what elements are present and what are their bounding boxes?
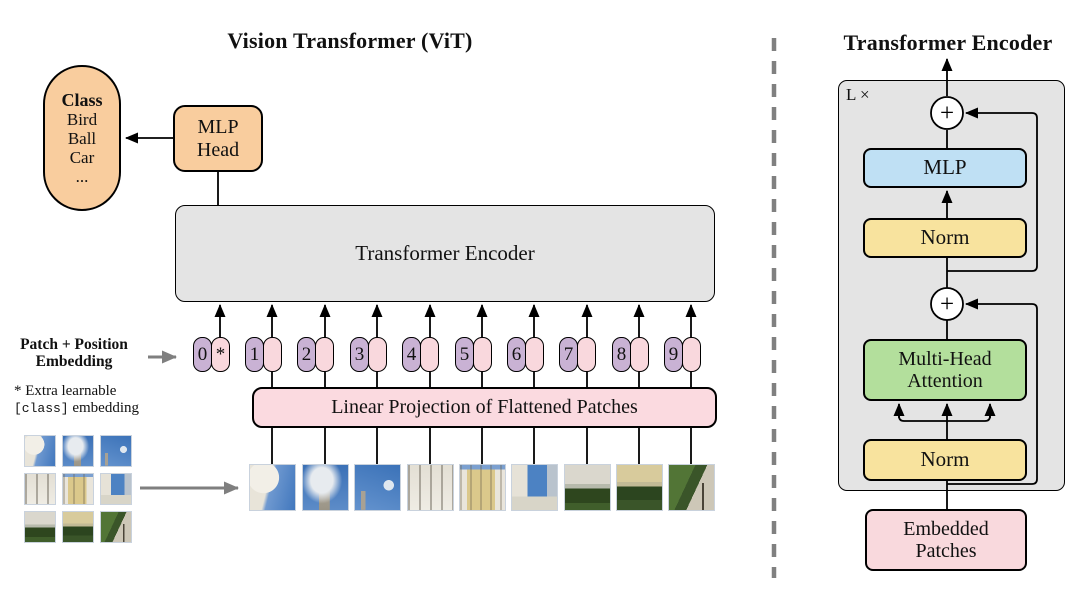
grid-patch-1 <box>24 435 56 467</box>
image-patch-9 <box>668 464 715 511</box>
patch-embedding-pill <box>420 337 439 372</box>
footnote-line2: [class] embedding <box>14 400 139 417</box>
token-pair-3: 3 <box>350 337 387 372</box>
class-item: Ball <box>67 129 97 149</box>
token-pair-2: 2 <box>297 337 334 372</box>
image-patch-7 <box>564 464 611 511</box>
image-patch-3 <box>354 464 401 511</box>
image-patch-8 <box>616 464 663 511</box>
right-panel-title: Transformer Encoder <box>843 30 1053 55</box>
mha-line2: Attention <box>907 370 983 392</box>
position-embedding-pill: 2 <box>297 337 316 372</box>
embedded-line2: Patches <box>915 540 977 562</box>
class-token-footnote: * Extra learnable [class] embedding <box>14 383 139 417</box>
linear-projection-label: Linear Projection of Flattened Patches <box>331 396 638 419</box>
mlp-block: MLP <box>863 148 1027 188</box>
class-item: ... <box>75 167 89 187</box>
position-embedding-pill: 7 <box>559 337 578 372</box>
patch-embedding-pill <box>630 337 649 372</box>
image-patch-2 <box>302 464 349 511</box>
position-embedding-pill: 5 <box>455 337 474 372</box>
position-embedding-pill: 3 <box>350 337 369 372</box>
grid-patch-9 <box>100 511 132 543</box>
norm-bottom-label: Norm <box>920 447 970 472</box>
grid-patch-3 <box>100 435 132 467</box>
class-output-pill: Class Bird Ball Car ... <box>43 65 121 211</box>
grid-patch-2 <box>62 435 94 467</box>
token-pair-6: 6 <box>507 337 544 372</box>
token-pair-8: 8 <box>612 337 649 372</box>
grid-patch-8 <box>62 511 94 543</box>
patch-embedding-pill <box>315 337 334 372</box>
encoder-detail-box <box>838 80 1065 491</box>
position-embedding-pill: 6 <box>507 337 526 372</box>
multi-head-attention-block: Multi-Head Attention <box>863 339 1027 401</box>
footnote-rest: embedding <box>68 400 140 416</box>
ppe-line1: Patch + Position <box>20 336 128 353</box>
token-pair-7: 7 <box>559 337 596 372</box>
layers-loop-label: L × <box>846 85 870 104</box>
token-pair-1: 1 <box>245 337 282 372</box>
ppe-line2: Embedding <box>35 353 113 370</box>
left-panel-title: Vision Transformer (ViT) <box>227 28 473 53</box>
grid-patch-5 <box>62 473 94 505</box>
embedded-line1: Embedded <box>903 517 989 540</box>
class-item: Bird <box>66 110 98 130</box>
grid-patch-7 <box>24 511 56 543</box>
mha-line1: Multi-Head <box>898 347 992 370</box>
position-embedding-pill: 1 <box>245 337 264 372</box>
token-pair-5: 5 <box>455 337 492 372</box>
token-pair-0: 0 * <box>193 337 230 372</box>
token-pair-9: 9 <box>664 337 701 372</box>
mlp-head-line2: Head <box>196 138 240 161</box>
patch-position-embedding-label: Patch + Position Embedding <box>2 336 146 370</box>
norm-block-bottom: Norm <box>863 439 1027 481</box>
class-heading: Class <box>61 89 103 110</box>
position-embedding-pill: 8 <box>612 337 631 372</box>
patch-embedding-pill <box>525 337 544 372</box>
position-embedding-pill: 4 <box>402 337 421 372</box>
grid-patch-6 <box>100 473 132 505</box>
class-token-pill: * <box>211 337 230 372</box>
patch-embedding-pill <box>577 337 596 372</box>
mlp-head-line1: MLP <box>197 116 239 139</box>
image-patch-1 <box>249 464 296 511</box>
norm-top-label: Norm <box>920 225 970 250</box>
position-embedding-pill: 9 <box>664 337 683 372</box>
image-patch-5 <box>459 464 506 511</box>
embedded-patches-box: Embedded Patches <box>865 509 1027 571</box>
footnote-line1: * Extra learnable <box>14 383 117 399</box>
class-item: Car <box>69 148 95 168</box>
patch-embedding-pill <box>368 337 387 372</box>
linear-projection-box: Linear Projection of Flattened Patches <box>252 387 717 428</box>
image-patch-4 <box>407 464 454 511</box>
transformer-encoder-label: Transformer Encoder <box>355 240 535 265</box>
class-code: [class] <box>14 401 69 416</box>
mlp-block-label: MLP <box>923 155 967 180</box>
position-embedding-pill: 0 <box>193 337 212 372</box>
patch-embedding-pill <box>473 337 492 372</box>
image-patch-6 <box>511 464 558 511</box>
patch-embedding-pill <box>682 337 701 372</box>
transformer-encoder-box: Transformer Encoder <box>175 205 715 302</box>
mlp-head-box: MLP Head <box>173 105 263 172</box>
grid-patch-4 <box>24 473 56 505</box>
patch-embedding-pill <box>263 337 282 372</box>
token-pair-4: 4 <box>402 337 439 372</box>
norm-block-top: Norm <box>863 218 1027 258</box>
